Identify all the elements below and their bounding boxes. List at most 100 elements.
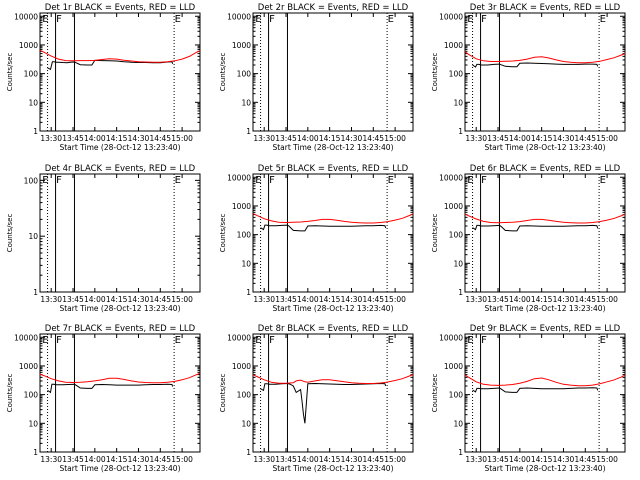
x-axis-label: Start Time (28-Oct-12 13:23:40) bbox=[484, 464, 605, 473]
x-tick-label: 14:00 bbox=[509, 455, 531, 464]
panel-title: Det 5r BLACK = Events, RED = LLD bbox=[258, 164, 409, 174]
event-marker-label: E bbox=[388, 335, 394, 346]
y-axis-label: Counts/sec bbox=[431, 214, 439, 253]
event-marker-label: E bbox=[467, 175, 473, 186]
x-tick-label: 14:15 bbox=[531, 455, 553, 464]
plot-frame bbox=[39, 333, 201, 453]
y-tick-label: 1000 bbox=[444, 202, 463, 211]
x-tick-label: 15:00 bbox=[384, 134, 406, 143]
y-tick-label: 1 bbox=[458, 448, 463, 457]
x-tick-label: 14:00 bbox=[297, 295, 319, 304]
y-tick-label: 10000 bbox=[14, 12, 38, 21]
x-tick-label: 13:45 bbox=[487, 295, 509, 304]
y-tick-label: 100 bbox=[24, 391, 39, 400]
y-axis-label: Counts/sec bbox=[6, 374, 14, 413]
panel: Det 2r BLACK = Events, RED = LLD 13:30 13:… bbox=[219, 3, 414, 152]
y-axis-label: Counts/sec bbox=[6, 214, 14, 253]
event-marker-label: E bbox=[42, 335, 48, 346]
x-tick-label: 14:30 bbox=[553, 134, 575, 143]
x-tick-label: 14:30 bbox=[553, 455, 575, 464]
x-tick-label: 15:00 bbox=[596, 455, 618, 464]
x-tick-label: 14:15 bbox=[531, 134, 553, 143]
x-tick-label: 14:15 bbox=[531, 295, 553, 304]
events-series-line bbox=[472, 62, 599, 68]
x-tick-label: 13:45 bbox=[62, 134, 84, 143]
x-tick-label: 14:15 bbox=[106, 455, 128, 464]
x-tick-label: 14:30 bbox=[341, 295, 363, 304]
x-tick-label: 13:45 bbox=[62, 295, 84, 304]
y-tick-label: 10 bbox=[453, 419, 463, 428]
x-tick-label: 14:00 bbox=[84, 295, 106, 304]
y-tick-label: 1000 bbox=[19, 362, 38, 371]
lld-series-line bbox=[464, 51, 626, 64]
y-tick-label: 1000 bbox=[232, 41, 251, 50]
panel-title: Det 8r BLACK = Events, RED = LLD bbox=[258, 324, 409, 334]
x-axis-label: Start Time (28-Oct-12 13:23:40) bbox=[59, 464, 180, 473]
event-marker-label: F bbox=[269, 14, 275, 25]
y-tick-label: 10 bbox=[453, 259, 463, 268]
panel-title: Det 7r BLACK = Events, RED = LLD bbox=[45, 324, 196, 334]
y-tick-label: 1000 bbox=[232, 362, 251, 371]
x-tick-label: 13:30 bbox=[253, 455, 275, 464]
x-tick-label: 14:45 bbox=[362, 295, 384, 304]
y-tick-label: 1 bbox=[246, 127, 251, 136]
x-tick-label: 15:00 bbox=[384, 295, 406, 304]
x-tick-label: 14:45 bbox=[362, 455, 384, 464]
events-series-line bbox=[260, 382, 387, 424]
event-marker-label: E bbox=[255, 335, 261, 346]
x-tick-label: 14:15 bbox=[319, 295, 341, 304]
y-axis-label: Counts/sec bbox=[219, 53, 227, 92]
event-marker-label: E bbox=[175, 175, 181, 186]
event-marker-label: E bbox=[388, 175, 394, 186]
x-tick-label: 14:15 bbox=[106, 134, 128, 143]
events-series-line bbox=[260, 224, 387, 232]
events-series-line bbox=[472, 224, 599, 232]
y-tick-label: 100 bbox=[24, 70, 39, 79]
x-tick-label: 14:45 bbox=[149, 455, 171, 464]
event-marker-label: F bbox=[56, 175, 62, 186]
y-tick-label: 1 bbox=[458, 127, 463, 136]
y-tick-label: 10000 bbox=[439, 12, 463, 21]
x-tick-label: 15:00 bbox=[171, 134, 193, 143]
panel: Det 6r BLACK = Events, RED = LLD 13:30 13:… bbox=[431, 164, 626, 313]
panel: Det 9r BLACK = Events, RED = LLD 13:30 13:… bbox=[431, 324, 626, 473]
x-tick-label: 14:15 bbox=[319, 455, 341, 464]
x-tick-label: 13:30 bbox=[40, 295, 62, 304]
event-marker-label: E bbox=[467, 14, 473, 25]
event-marker-label: F bbox=[269, 175, 275, 186]
x-tick-label: 14:15 bbox=[319, 134, 341, 143]
y-tick-label: 100 bbox=[449, 391, 464, 400]
x-axis-label: Start Time (28-Oct-12 13:23:40) bbox=[484, 304, 605, 313]
x-tick-label: 13:30 bbox=[465, 295, 487, 304]
y-axis-label: Counts/sec bbox=[431, 53, 439, 92]
y-tick-label: 1 bbox=[33, 288, 38, 297]
x-tick-label: 13:45 bbox=[275, 134, 297, 143]
y-tick-label: 1000 bbox=[232, 202, 251, 211]
x-tick-label: 14:45 bbox=[574, 295, 596, 304]
event-marker-label: E bbox=[255, 14, 261, 25]
panel: Det 4r BLACK = Events, RED = LLD 13:30 13:… bbox=[6, 164, 201, 313]
y-tick-label: 10 bbox=[241, 419, 251, 428]
x-tick-label: 13:45 bbox=[275, 455, 297, 464]
y-tick-label: 10000 bbox=[439, 173, 463, 182]
y-tick-label: 1 bbox=[33, 448, 38, 457]
event-marker-label: E bbox=[175, 335, 181, 346]
event-marker-label: E bbox=[388, 14, 394, 25]
x-tick-label: 13:45 bbox=[275, 295, 297, 304]
x-tick-label: 15:00 bbox=[384, 455, 406, 464]
x-tick-label: 14:00 bbox=[297, 134, 319, 143]
y-tick-label: 1000 bbox=[444, 41, 463, 50]
panel-title: Det 3r BLACK = Events, RED = LLD bbox=[470, 3, 621, 13]
event-marker-label: E bbox=[42, 175, 48, 186]
lld-series-line bbox=[39, 49, 201, 63]
plot-frame bbox=[252, 173, 414, 293]
x-axis-label: Start Time (28-Oct-12 13:23:40) bbox=[484, 143, 605, 152]
y-tick-label: 1 bbox=[246, 448, 251, 457]
panel: Det 1r BLACK = Events, RED = LLD 13:30 13:… bbox=[6, 3, 201, 152]
event-marker-label: F bbox=[481, 14, 487, 25]
lld-series-line bbox=[464, 374, 626, 387]
panel: Det 8r BLACK = Events, RED = LLD 13:30 13:… bbox=[219, 324, 414, 473]
y-axis-label: Counts/sec bbox=[219, 374, 227, 413]
y-tick-label: 10 bbox=[28, 98, 38, 107]
y-axis-label: Counts/sec bbox=[6, 53, 14, 92]
